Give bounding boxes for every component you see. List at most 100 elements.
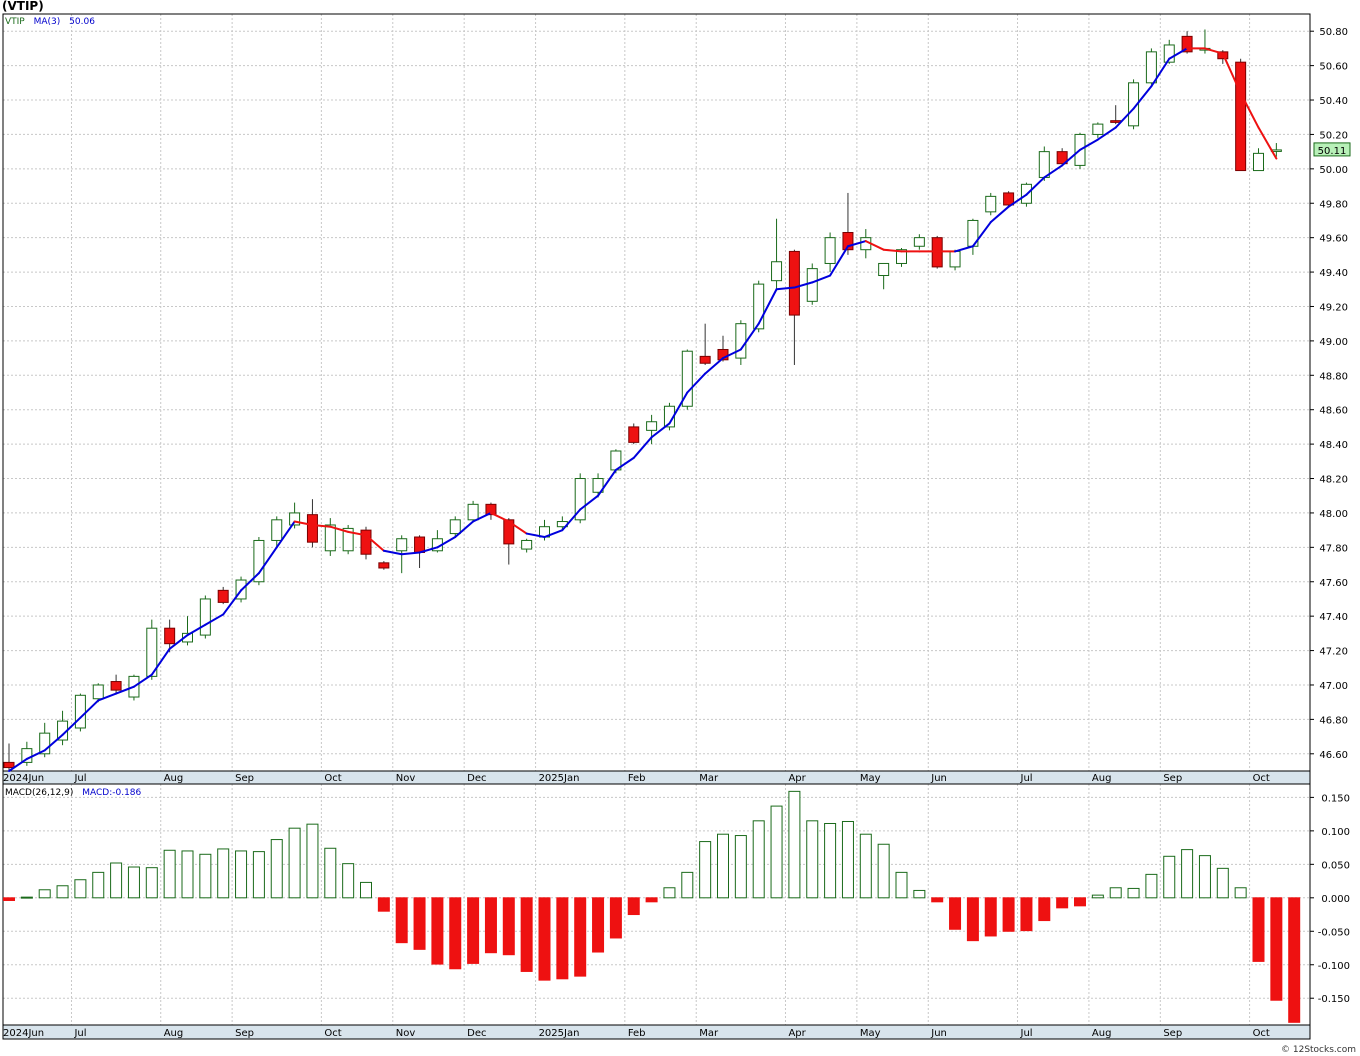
macd-month-label: Aug [164, 1028, 184, 1039]
macd-bar [1252, 897, 1265, 962]
macd-bar [574, 897, 587, 977]
candle-body [485, 503, 497, 516]
candle [646, 414, 658, 445]
macd-bar [235, 850, 248, 899]
candle [806, 263, 818, 305]
candle [342, 524, 354, 555]
ma3-segment [168, 634, 189, 650]
candle-body [449, 519, 461, 535]
macd-bar [3, 897, 15, 901]
ma3-segment [436, 536, 457, 549]
price-tick-label: 49.60 [1319, 234, 1348, 245]
candle [467, 500, 479, 522]
price-month-label: Oct [1253, 773, 1270, 784]
candle [592, 473, 604, 498]
candle [1235, 58, 1247, 172]
candle-body [396, 538, 408, 552]
candle-body [39, 732, 51, 755]
macd-tick-label: 0.100 [1321, 827, 1350, 838]
candle-body [1235, 61, 1247, 172]
candle-body [324, 524, 336, 552]
candle-body [592, 478, 604, 493]
macd-month-label: Jun [930, 1028, 947, 1039]
candle-body [342, 527, 354, 552]
candle-body [824, 237, 836, 264]
macd-bar [609, 897, 622, 939]
macd-bar [163, 849, 176, 899]
ma3-segment [561, 508, 582, 532]
price-month-label: Aug [1092, 773, 1112, 784]
candle [289, 502, 301, 529]
ma3-segment [739, 322, 760, 351]
ma3-segment [971, 221, 992, 248]
price-tick-label: 48.20 [1319, 475, 1348, 486]
price-month-label: Mar [699, 773, 719, 784]
candle [110, 674, 122, 694]
ma3-segment [793, 281, 814, 289]
price-tick-label: 49.00 [1319, 337, 1348, 348]
macd-bar [895, 871, 908, 899]
macd-bar [984, 897, 997, 937]
candle-body [199, 598, 211, 636]
last-price-badge: 50.11 [1313, 142, 1351, 157]
price-tick-label: 50.60 [1319, 62, 1348, 73]
macd-bar [395, 897, 408, 944]
ma3-segment [954, 245, 974, 253]
macd-value: MACD:-0.186 [82, 788, 141, 798]
ma3-segment [472, 511, 492, 523]
candle [735, 320, 747, 365]
candle-body [842, 231, 854, 251]
ma3-line [8, 47, 1278, 772]
candle-body [878, 262, 890, 277]
candle [92, 683, 104, 703]
ma3-segment [311, 523, 332, 528]
candle [1056, 148, 1068, 165]
price-tick-label: 47.00 [1319, 681, 1348, 692]
macd-bar [913, 889, 926, 899]
price-gridlines [2, 14, 1310, 771]
candle [521, 538, 533, 553]
price-month-label: May [860, 773, 881, 784]
candle-body [110, 681, 122, 691]
candle [378, 561, 390, 570]
ma3-segment [1203, 47, 1224, 55]
ma3-segment [79, 699, 100, 719]
candle-body [306, 514, 318, 543]
ma3-segment [365, 534, 385, 552]
price-tick-label: 48.00 [1319, 509, 1348, 520]
ma3-segment [1079, 138, 1099, 151]
ma3-segment [1007, 193, 1028, 208]
macd-bar [770, 805, 783, 899]
macd-bar [1145, 873, 1158, 899]
price-month-label: 2024Jun [3, 773, 44, 784]
macd-month-labels: 2024Jun Jul Aug Sep Oct Nov Dec 2025Jan Feb Mar Ap… [3, 1028, 1270, 1039]
macd-bar [324, 847, 337, 899]
ma3-segment [846, 240, 867, 248]
price-month-label: Apr [788, 773, 806, 784]
macd-bar [1234, 887, 1247, 899]
candle-body [164, 627, 176, 645]
candle [985, 192, 997, 216]
candle [1181, 31, 1193, 54]
price-month-label: Nov [396, 773, 416, 784]
macd-bar [360, 881, 372, 899]
macd-month-label: Nov [396, 1028, 416, 1039]
macd-bar [1002, 897, 1015, 932]
last-price-label: 50.11 [1318, 146, 1347, 157]
price-tick-label: 50.20 [1319, 130, 1348, 141]
macd-tick-label: 0.050 [1321, 860, 1350, 871]
candle-body [681, 350, 693, 407]
macd-bar [717, 833, 729, 899]
ma3-segment [614, 456, 635, 471]
macd-month-label: Apr [788, 1028, 806, 1039]
candle-body [74, 694, 86, 729]
price-month-label: Jul [1020, 773, 1033, 784]
price-tick-label: 49.20 [1319, 302, 1348, 313]
candle [681, 349, 693, 410]
ma3-segment [989, 205, 1010, 224]
macd-bar [1216, 867, 1229, 899]
macd-bar [1109, 887, 1122, 899]
macd-bar [788, 790, 801, 899]
candle-body [378, 562, 390, 569]
